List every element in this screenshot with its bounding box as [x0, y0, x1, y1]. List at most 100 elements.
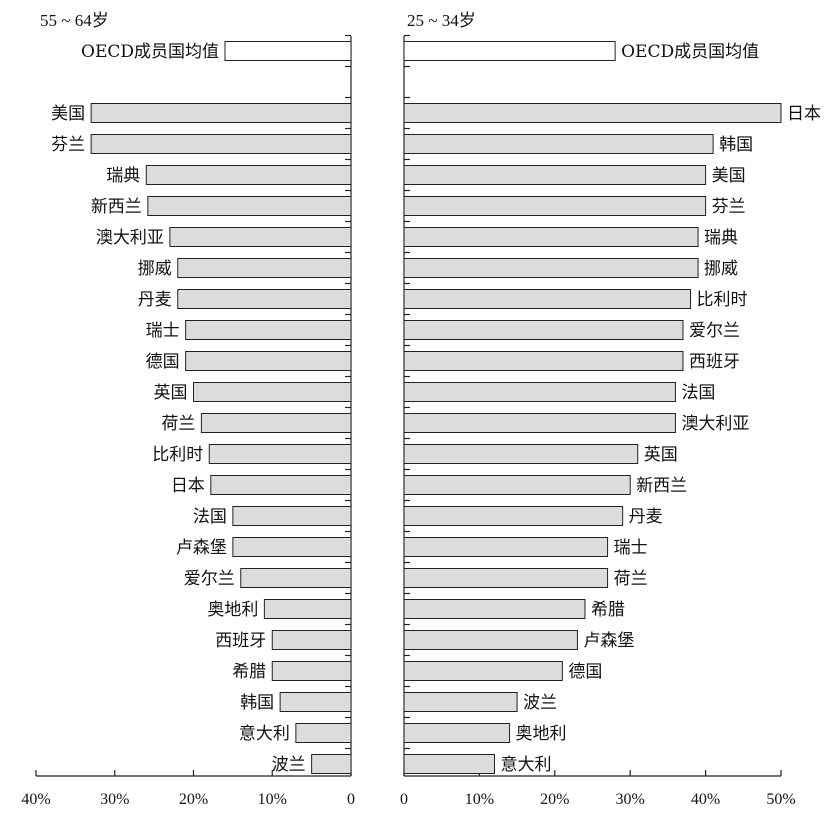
bar: [403, 723, 511, 743]
bar: [177, 258, 352, 278]
left-panel: 40% 30% 20% 10% 0 OECD成员国均值美国芬兰瑞典新西兰澳大利亚挪威丹麦瑞…: [21, 34, 355, 808]
bar: [232, 537, 352, 557]
value-tick-label: 50%: [766, 791, 795, 808]
bar: [403, 506, 624, 526]
bar: [403, 165, 707, 185]
bar-label: 意大利: [500, 755, 551, 775]
bar-label: 日本: [171, 476, 205, 496]
bar-label: 瑞典: [106, 166, 140, 186]
bar: [403, 320, 684, 340]
value-tick-label: 30%: [100, 791, 129, 808]
bar-label: 挪威: [704, 259, 738, 279]
bar-label: 澳大利亚: [681, 414, 749, 434]
left-panel-title: 55 ~ 64岁: [40, 11, 109, 30]
bar: [403, 568, 609, 588]
bar-label: 奥地利: [207, 600, 258, 620]
bar: [295, 723, 352, 743]
bar: [210, 475, 352, 495]
bar: [403, 227, 699, 247]
value-tick-label: 40%: [691, 791, 720, 808]
bar: [403, 444, 639, 464]
bar: [279, 692, 352, 712]
bar-label: 爱尔兰: [184, 569, 235, 589]
bar-label: 瑞典: [704, 228, 738, 248]
bar: [193, 382, 352, 402]
bar: [185, 320, 352, 340]
bar: [403, 754, 495, 774]
bar-label: 韩国: [240, 693, 274, 713]
bar: [185, 351, 352, 371]
bar: [403, 258, 699, 278]
bar: [200, 413, 352, 433]
bar-label: 荷兰: [614, 569, 648, 589]
bar: [403, 103, 782, 123]
bar: [403, 661, 563, 681]
bar: [403, 630, 578, 650]
bar: [147, 196, 352, 216]
bar-label: 挪威: [138, 259, 172, 279]
bar: [169, 227, 352, 247]
bar-label: 芬兰: [51, 135, 85, 155]
bar-label: 比利时: [152, 445, 203, 465]
bar-label: 丹麦: [629, 507, 663, 527]
bar-label: 希腊: [591, 600, 625, 620]
value-tick-label: 10%: [258, 791, 287, 808]
bar-label: OECD成员国均值: [621, 42, 759, 62]
bar: [403, 537, 609, 557]
bar: [145, 165, 352, 185]
bar: [403, 599, 586, 619]
bar: [271, 661, 352, 681]
bar-label: 奥地利: [516, 724, 567, 744]
bar-label: 美国: [712, 166, 746, 186]
value-tick-label: 30%: [616, 791, 645, 808]
bar: [403, 134, 714, 154]
bar-label: 西班牙: [689, 352, 740, 372]
bar-label: 比利时: [697, 290, 748, 310]
bar-label: 希腊: [232, 662, 266, 682]
bar: [403, 41, 616, 61]
right-panel: 0 10% 20% 30% 40% 50% OECD成员国均值日本韩国美国芬兰瑞典挪威比利时…: [400, 34, 821, 808]
bar: [208, 444, 352, 464]
bar: [263, 599, 352, 619]
bar: [271, 630, 352, 650]
bar-label: 德国: [146, 352, 180, 372]
bar: [403, 692, 518, 712]
bar: [403, 289, 692, 309]
bar-label: 丹麦: [138, 290, 172, 310]
value-tick-label: 40%: [21, 791, 50, 808]
bar-label: 波兰: [523, 693, 557, 713]
value-tick-label: 0: [347, 791, 355, 808]
bar-label: 波兰: [272, 755, 306, 775]
bar-label: 新西兰: [91, 197, 142, 217]
bar-label: 卢森堡: [583, 631, 634, 651]
bar: [403, 475, 631, 495]
bar-label: 新西兰: [636, 476, 687, 496]
bar: [403, 351, 684, 371]
bar: [224, 41, 352, 61]
bar-label: 芬兰: [712, 197, 746, 217]
value-tick-label: 10%: [465, 791, 494, 808]
bar: [403, 382, 676, 402]
bar: [177, 289, 352, 309]
bar: [403, 196, 707, 216]
bar: [311, 754, 352, 774]
bar-label: 澳大利亚: [96, 228, 164, 248]
bar: [403, 413, 676, 433]
bar-label: 英国: [154, 383, 188, 403]
bar-label: 韩国: [719, 135, 753, 155]
bar-label: 日本: [787, 104, 821, 124]
bar-label: 法国: [193, 507, 227, 527]
value-tick-label: 20%: [540, 791, 569, 808]
bar-label: 法国: [681, 383, 715, 403]
bar: [240, 568, 352, 588]
bar-label: 卢森堡: [176, 538, 227, 558]
bar-label: 瑞士: [614, 538, 648, 558]
value-tick-label: 0: [400, 791, 408, 808]
bar-label: 德国: [568, 662, 602, 682]
value-tick-label: 20%: [179, 791, 208, 808]
bar: [232, 506, 352, 526]
bar-label: 英国: [644, 445, 678, 465]
bar-label: 西班牙: [215, 631, 266, 651]
bar-label: 爱尔兰: [689, 321, 740, 341]
